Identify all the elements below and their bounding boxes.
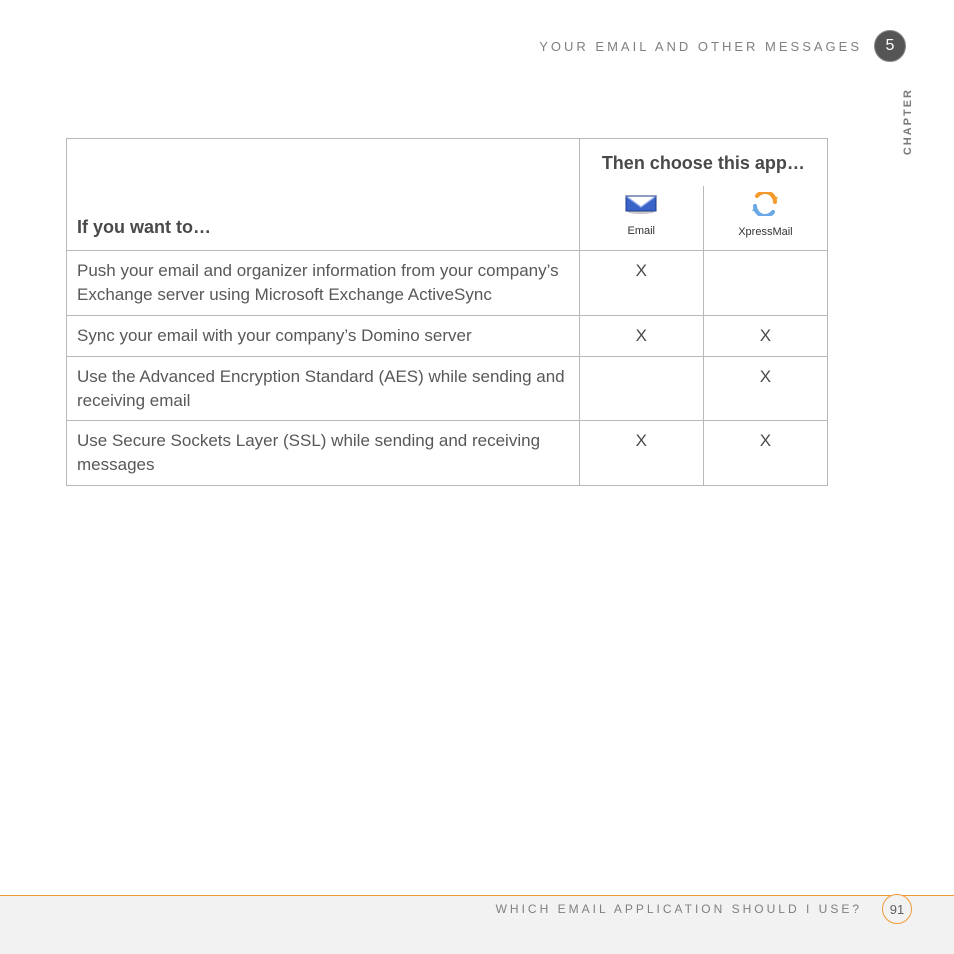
row-mark-xpressmail: X [703, 315, 827, 356]
header-title: YOUR EMAIL AND OTHER MESSAGES [539, 39, 862, 54]
header-then-choose: Then choose this app… [579, 139, 827, 187]
header-if-you-want-to: If you want to… [67, 139, 580, 251]
row-mark-email [579, 356, 703, 421]
chapter-label: CHAPTER [902, 88, 914, 155]
app-col-email: Email [579, 186, 703, 251]
row-mark-xpressmail: X [703, 421, 827, 486]
table-row: Push your email and organizer informatio… [67, 251, 828, 316]
app-label-xpressmail: XpressMail [738, 225, 792, 240]
row-text: Use the Advanced Encryption Standard (AE… [67, 356, 580, 421]
row-text: Sync your email with your company’s Domi… [67, 315, 580, 356]
footer-section-title: WHICH EMAIL APPLICATION SHOULD I USE? [496, 902, 862, 916]
row-mark-email: X [579, 421, 703, 486]
row-mark-xpressmail: X [703, 356, 827, 421]
row-text: Push your email and organizer informatio… [67, 251, 580, 316]
table-row: Sync your email with your company’s Domi… [67, 315, 828, 356]
row-text: Use Secure Sockets Layer (SSL) while sen… [67, 421, 580, 486]
xpressmail-icon [751, 192, 779, 223]
chapter-number-badge: 5 [874, 30, 906, 62]
row-mark-email: X [579, 315, 703, 356]
row-mark-email: X [579, 251, 703, 316]
email-icon [624, 193, 658, 222]
table-header-row-1: If you want to… Then choose this app… [67, 139, 828, 187]
page: YOUR EMAIL AND OTHER MESSAGES 5 CHAPTER … [0, 0, 954, 954]
comparison-table: If you want to… Then choose this app… [66, 138, 828, 486]
page-number-badge: 91 [882, 894, 912, 924]
app-label-email: Email [627, 224, 655, 239]
table-row: Use Secure Sockets Layer (SSL) while sen… [67, 421, 828, 486]
footer-rule [0, 895, 954, 896]
page-header: YOUR EMAIL AND OTHER MESSAGES 5 [539, 30, 906, 62]
table-row: Use the Advanced Encryption Standard (AE… [67, 356, 828, 421]
app-col-xpressmail: XpressMail [703, 186, 827, 251]
content-area: If you want to… Then choose this app… [66, 138, 828, 486]
row-mark-xpressmail [703, 251, 827, 316]
